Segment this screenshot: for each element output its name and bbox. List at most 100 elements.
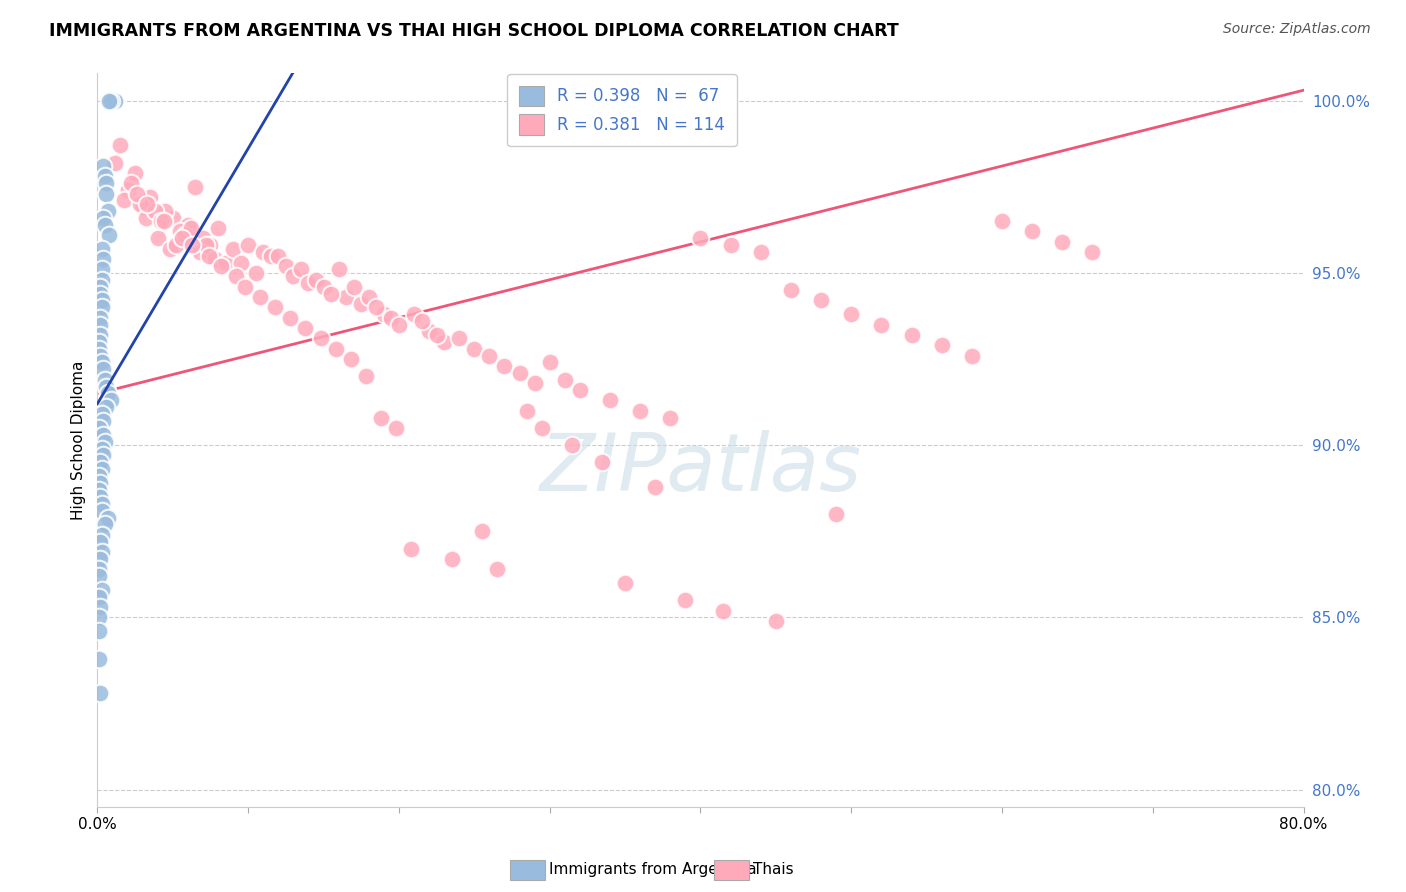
Point [433, 334, 456, 349]
Point [125, 186, 148, 201]
Point [90, 355, 112, 369]
Point [100, 94, 122, 108]
Point [108, 138, 131, 153]
Point [765, 614, 787, 628]
Point [90, 545, 112, 559]
Point [135, 211, 157, 225]
Point [89, 552, 111, 566]
Point [614, 576, 637, 591]
Point [198, 249, 221, 263]
Point [94, 517, 117, 532]
Point [711, 603, 734, 617]
Point [143, 203, 166, 218]
Point [152, 214, 174, 228]
Point [139, 190, 162, 204]
Point [96, 379, 118, 393]
Text: ZIPatlas: ZIPatlas [540, 430, 862, 508]
Point [749, 245, 772, 260]
Point [104, 94, 127, 108]
Point [810, 293, 832, 308]
Point [97, 203, 120, 218]
Point [93, 362, 115, 376]
Point [173, 227, 195, 242]
Point [87, 334, 110, 349]
Point [87, 562, 110, 576]
Point [214, 255, 236, 269]
Point [591, 455, 613, 469]
Point [146, 231, 169, 245]
Point [89, 686, 111, 700]
Point [169, 225, 191, 239]
Point [89, 490, 111, 504]
Point [222, 242, 245, 256]
Point [380, 310, 402, 325]
Point [294, 321, 316, 335]
Point [89, 455, 111, 469]
Point [354, 369, 377, 384]
Point [100, 393, 122, 408]
Text: Source: ZipAtlas.com: Source: ZipAtlas.com [1223, 22, 1371, 37]
Point [200, 238, 222, 252]
Point [411, 314, 433, 328]
Point [93, 414, 115, 428]
Point [87, 342, 110, 356]
Point [89, 318, 111, 332]
Point [89, 534, 111, 549]
Point [149, 214, 172, 228]
Point [94, 218, 117, 232]
Point [89, 286, 111, 301]
Point [89, 327, 111, 342]
Point [207, 221, 229, 235]
Point [90, 527, 112, 541]
Point [153, 203, 176, 218]
Point [101, 94, 124, 108]
Point [181, 238, 204, 252]
Point [426, 327, 449, 342]
Point [931, 338, 953, 352]
Point [89, 600, 111, 615]
Text: Immigrants from Argentina: Immigrants from Argentina [550, 863, 756, 877]
Point [628, 403, 651, 417]
Point [117, 183, 139, 197]
Point [90, 407, 112, 421]
Point [128, 197, 150, 211]
Point [1081, 245, 1104, 260]
Point [673, 593, 696, 607]
Point [96, 176, 118, 190]
Point [900, 327, 922, 342]
Point [280, 310, 302, 325]
Point [385, 421, 408, 435]
Point [463, 342, 485, 356]
Point [305, 273, 328, 287]
Point [328, 262, 350, 277]
Point [402, 307, 425, 321]
Point [101, 94, 124, 108]
Point [720, 238, 742, 252]
Legend: R = 0.398   N =  67, R = 0.381   N = 114: R = 0.398 N = 67, R = 0.381 N = 114 [508, 74, 737, 146]
Point [184, 179, 207, 194]
Point [194, 238, 217, 252]
Point [960, 349, 983, 363]
Point [245, 266, 267, 280]
Point [780, 283, 803, 297]
Point [100, 94, 122, 108]
Point [87, 483, 110, 497]
Point [478, 349, 501, 363]
Point [89, 279, 111, 293]
Point [509, 366, 531, 380]
Point [264, 301, 287, 315]
Point [136, 197, 159, 211]
Point [249, 290, 271, 304]
Point [87, 610, 110, 624]
Point [260, 249, 283, 263]
Point [90, 582, 112, 597]
Point [124, 166, 146, 180]
Point [90, 273, 112, 287]
Point [96, 186, 118, 201]
Point [97, 386, 120, 401]
Point [89, 349, 111, 363]
Point [90, 497, 112, 511]
Point [440, 552, 463, 566]
Point [120, 176, 142, 190]
Point [494, 359, 516, 373]
